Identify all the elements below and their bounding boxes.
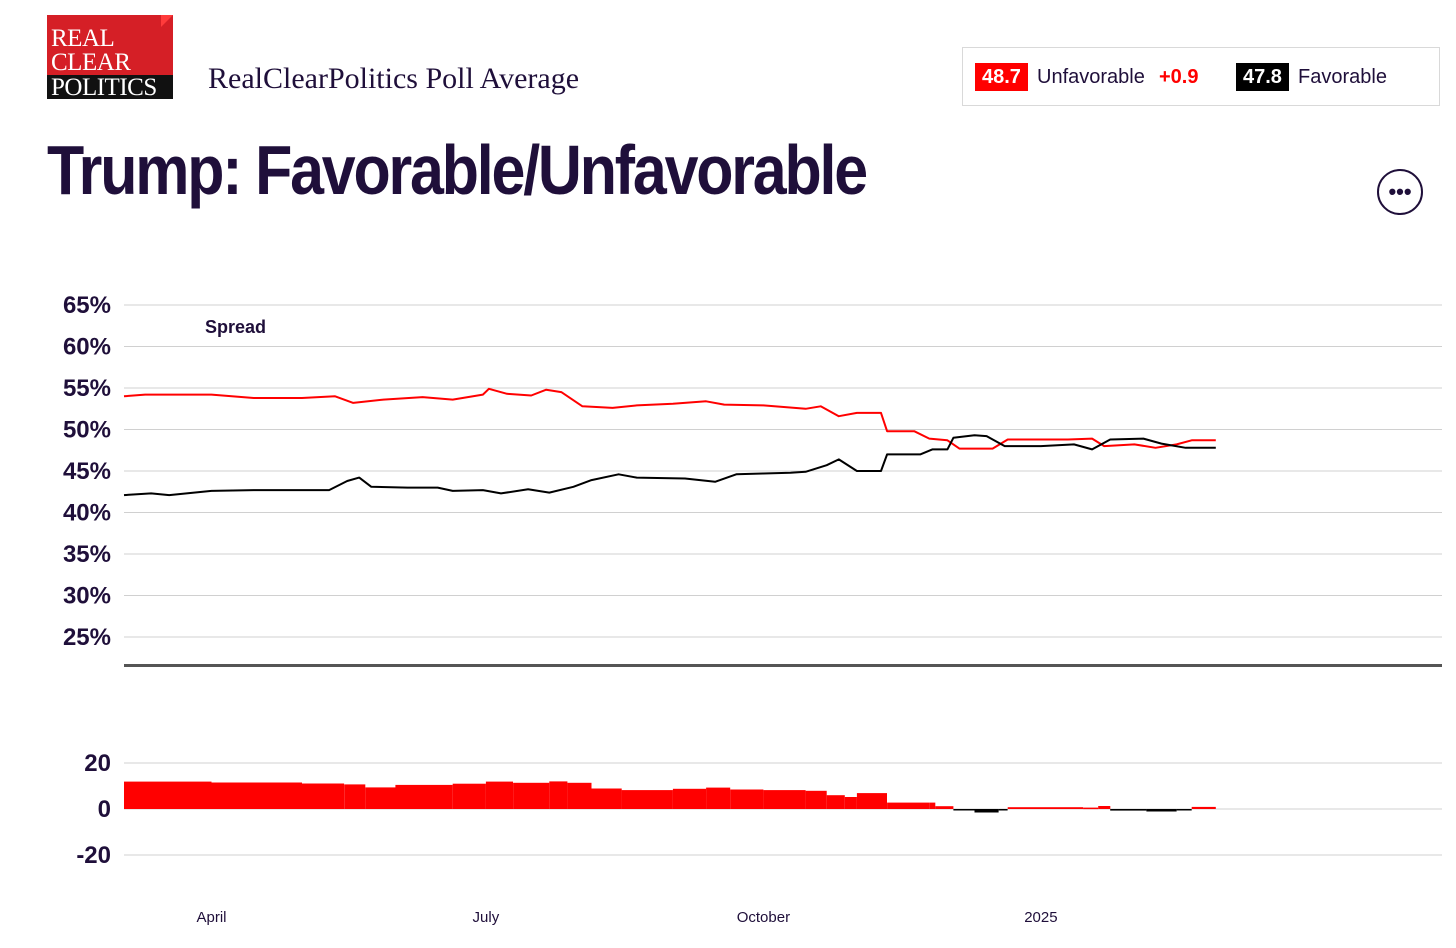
spread-bar <box>1146 809 1177 812</box>
series-line-favorable[interactable] <box>123 434 1216 497</box>
unfavorable-value-badge: 48.7 <box>975 63 1028 91</box>
spread-bar <box>513 782 550 809</box>
spread-bar <box>826 795 845 809</box>
spread-bar <box>953 809 975 811</box>
y-tick-label: 60% <box>63 334 111 361</box>
spread-bar <box>591 788 622 809</box>
y-tick-label: 25% <box>63 624 111 651</box>
y-tick-label: 30% <box>63 583 111 610</box>
spread-bar <box>344 784 366 809</box>
spread-bar <box>929 802 936 809</box>
spread-bar <box>301 783 345 809</box>
spread-bar <box>887 802 930 809</box>
spread-bar <box>1098 806 1111 809</box>
spread-bar <box>211 782 302 809</box>
main-chart-grid <box>124 304 1442 638</box>
favorable-value-badge: 47.8 <box>1236 63 1289 91</box>
poll-average-subtitle: RealClearPolitics Poll Average <box>208 62 580 95</box>
spread-chart-bars[interactable] <box>124 781 1216 813</box>
y-tick-label: 40% <box>63 500 111 527</box>
unfavorable-label: Unfavorable <box>1037 66 1145 88</box>
favorable-label: Favorable <box>1298 66 1387 88</box>
logo-line-1: REAL <box>51 25 115 52</box>
spread-bar <box>844 797 857 809</box>
spread-bar <box>856 793 884 809</box>
spread-bar <box>763 790 806 809</box>
spread-bar <box>567 782 592 809</box>
y-tick-label: -20 <box>76 842 111 869</box>
y-tick-label: 20 <box>84 750 111 777</box>
series-line-unfavorable[interactable] <box>123 387 1216 450</box>
logo-fold <box>161 15 173 27</box>
y-tick-label: 55% <box>63 375 111 402</box>
spread-bar <box>884 793 887 809</box>
unfavorable-change: +0.9 <box>1159 66 1199 88</box>
spread-bar <box>452 783 486 809</box>
spread-bar <box>935 806 954 809</box>
spread-bar <box>485 781 513 809</box>
x-tick-label: July <box>473 909 500 926</box>
x-tick-label: October <box>737 909 790 926</box>
spread-bar <box>549 781 568 809</box>
y-tick-label: 35% <box>63 541 111 568</box>
y-tick-label: 0 <box>98 796 111 823</box>
spread-bar <box>805 790 827 809</box>
rcp-logo[interactable]: REAL CLEAR POLITICS <box>47 15 173 99</box>
spread-bar <box>706 787 731 809</box>
spread-bar <box>730 789 764 809</box>
spread-bar <box>672 788 707 809</box>
x-axis: April July October 2025 <box>196 909 1057 926</box>
more-options-button[interactable]: ••• <box>1377 169 1423 215</box>
more-horizontal-icon: ••• <box>1388 179 1412 204</box>
spread-chart-y-axis: 20 0 -20 <box>76 750 111 869</box>
spread-bar <box>1007 807 1084 809</box>
main-chart-y-axis: 65% 60% 55% 50% 45% 40% 35% 30% 25% <box>63 292 111 651</box>
y-tick-label: 45% <box>63 458 111 485</box>
spread-bar <box>395 784 453 809</box>
x-tick-label: April <box>196 909 226 926</box>
logo-line-2: CLEAR <box>51 49 131 76</box>
spread-bar <box>1110 809 1147 811</box>
spread-bar <box>621 790 673 809</box>
spread-bar <box>365 787 396 809</box>
summary-box: 48.7 Unfavorable +0.9 47.8 Favorable <box>962 47 1440 106</box>
spread-bar <box>998 809 1008 811</box>
x-tick-label: 2025 <box>1024 909 1057 926</box>
y-tick-label: 65% <box>63 292 111 319</box>
y-tick-label: 50% <box>63 417 111 444</box>
spread-bar <box>1176 809 1192 811</box>
logo-line-3: POLITICS <box>47 75 173 99</box>
main-chart-series[interactable] <box>123 387 1216 497</box>
spread-bar <box>124 781 212 809</box>
spread-label: Spread <box>205 317 266 337</box>
spread-bar <box>974 809 999 813</box>
spread-bar <box>1083 807 1099 810</box>
page-title: Trump: Favorable/Unfavorable <box>47 131 868 209</box>
spread-bar <box>1191 806 1216 809</box>
